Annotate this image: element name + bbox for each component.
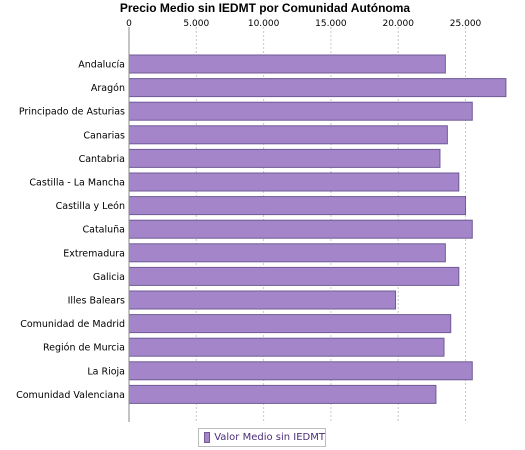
legend-swatch bbox=[204, 432, 211, 443]
category-label: Comunidad de Madrid bbox=[20, 319, 125, 330]
bar bbox=[128, 314, 452, 334]
bar bbox=[128, 101, 473, 121]
category-label: Región de Murcia bbox=[43, 343, 125, 354]
bar bbox=[128, 54, 446, 74]
category-label: Illes Balears bbox=[68, 296, 125, 307]
bar bbox=[128, 125, 448, 145]
bar bbox=[128, 384, 437, 404]
bar bbox=[128, 78, 507, 98]
category-label: La Rioja bbox=[87, 366, 125, 377]
x-tick-label: 25.000 bbox=[450, 19, 482, 29]
category-label: Cataluña bbox=[82, 225, 125, 236]
category-label: Canarias bbox=[83, 130, 125, 141]
legend-label: Valor Medio sin IEDMT bbox=[214, 432, 325, 443]
x-tick-label: 15.000 bbox=[315, 19, 347, 29]
category-label: Castilla y León bbox=[56, 201, 125, 212]
bar bbox=[128, 196, 467, 216]
x-tick-label: 0 bbox=[126, 19, 132, 29]
category-label: Andalucía bbox=[78, 60, 125, 71]
bars bbox=[128, 54, 507, 404]
category-label: Aragón bbox=[91, 83, 125, 94]
bar bbox=[128, 266, 460, 286]
tick-labels: 0 5.000 10.000 15.000 20.000 25.000 bbox=[126, 19, 481, 29]
bar bbox=[128, 337, 445, 357]
bar bbox=[128, 219, 473, 239]
category-label: Comunidad Valenciana bbox=[16, 390, 125, 401]
category-label: Cantabria bbox=[79, 154, 125, 165]
bar bbox=[128, 243, 446, 263]
bar bbox=[128, 148, 441, 168]
x-tick-label: 10.000 bbox=[248, 19, 280, 29]
bar bbox=[128, 361, 473, 381]
x-tick-label: 5.000 bbox=[183, 19, 209, 29]
category-labels: Andalucía Aragón Principado de Asturias Can… bbox=[16, 60, 125, 401]
x-tick-label: 20.000 bbox=[382, 19, 414, 29]
legend: Valor Medio sin IEDMT bbox=[198, 428, 326, 447]
category-label: Castilla - La Mancha bbox=[29, 178, 125, 189]
bar bbox=[128, 290, 397, 310]
bar bbox=[128, 172, 460, 192]
chart-title: Precio Medio sin IEDMT por Comunidad Aut… bbox=[120, 1, 411, 15]
category-label: Extremadura bbox=[63, 248, 125, 259]
category-label: Galicia bbox=[93, 272, 125, 283]
category-label: Principado de Asturias bbox=[19, 107, 125, 118]
